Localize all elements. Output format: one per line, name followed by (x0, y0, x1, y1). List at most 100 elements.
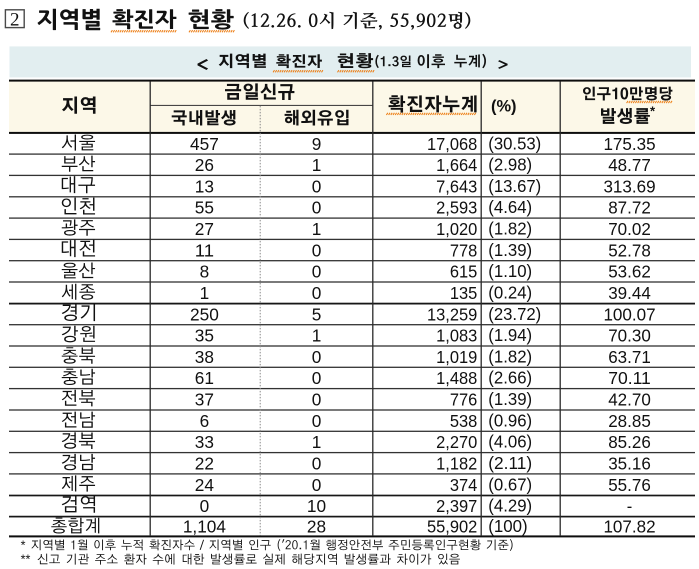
svg-text:(1.82): (1.82) (488, 219, 532, 239)
svg-text:1,664: 1,664 (436, 155, 477, 175)
svg-text:17,068: 17,068 (427, 134, 478, 154)
svg-text:0: 0 (200, 496, 210, 516)
svg-text:135: 135 (450, 283, 478, 303)
svg-text:(2.11): (2.11) (488, 453, 532, 473)
svg-text:(30.53): (30.53) (488, 133, 541, 153)
svg-text:(0.96): (0.96) (488, 410, 532, 430)
svg-text:55: 55 (195, 198, 214, 218)
svg-text:(100): (100) (488, 516, 527, 536)
svg-text:1,083: 1,083 (436, 326, 477, 346)
svg-text:9: 9 (312, 134, 322, 154)
svg-text:(1.10): (1.10) (488, 261, 532, 281)
svg-text:*: * (21, 538, 26, 552)
svg-text:313.69: 313.69 (603, 176, 655, 196)
svg-text:70.30: 70.30 (608, 326, 651, 346)
svg-text:2,397: 2,397 (436, 496, 477, 516)
svg-text:100.07: 100.07 (603, 304, 655, 324)
svg-text:87.72: 87.72 (608, 198, 651, 218)
svg-text:63.71: 63.71 (608, 347, 651, 367)
svg-text:(4.29): (4.29) (488, 496, 532, 516)
svg-text:(13.67): (13.67) (488, 176, 541, 196)
svg-text:24: 24 (195, 475, 214, 495)
svg-text:1,019: 1,019 (436, 347, 477, 367)
svg-text:42.70: 42.70 (608, 390, 651, 410)
svg-text:778: 778 (450, 240, 478, 260)
svg-text:(0.24): (0.24) (488, 283, 532, 303)
svg-text:7,643: 7,643 (436, 176, 477, 196)
svg-text:37: 37 (195, 390, 214, 410)
svg-text:776: 776 (450, 390, 478, 410)
svg-text:250: 250 (190, 304, 219, 324)
svg-text:52.78: 52.78 (608, 240, 651, 260)
svg-text:55.76: 55.76 (608, 475, 651, 495)
svg-text:0: 0 (312, 240, 322, 260)
svg-text:48.77: 48.77 (608, 155, 651, 175)
svg-text:1: 1 (312, 432, 322, 452)
svg-text:107.82: 107.82 (603, 516, 655, 536)
svg-text:*: * (650, 103, 656, 118)
svg-text:2,270: 2,270 (436, 432, 477, 452)
svg-text:374: 374 (450, 475, 478, 495)
svg-text:0: 0 (312, 198, 322, 218)
svg-text:1: 1 (312, 326, 322, 346)
svg-text:175.35: 175.35 (603, 134, 655, 154)
svg-text:(1.39): (1.39) (488, 240, 532, 260)
svg-text:38: 38 (195, 347, 214, 367)
svg-text:0: 0 (312, 347, 322, 367)
svg-text:1,488: 1,488 (436, 368, 477, 388)
svg-text:0: 0 (312, 475, 322, 495)
svg-text:55,902: 55,902 (427, 516, 477, 536)
svg-text:61: 61 (195, 368, 214, 388)
svg-text:(0.67): (0.67) (488, 474, 532, 494)
svg-text:**: ** (21, 553, 31, 567)
svg-text:70.02: 70.02 (608, 219, 651, 239)
svg-text:39.44: 39.44 (608, 283, 651, 303)
svg-text:(4.06): (4.06) (488, 432, 532, 452)
svg-text:457: 457 (190, 134, 219, 154)
svg-text:(23.72): (23.72) (488, 304, 541, 324)
svg-text:10: 10 (307, 496, 326, 516)
svg-text:1,104: 1,104 (183, 516, 226, 536)
svg-text:(2.66): (2.66) (488, 368, 532, 388)
svg-text:1,020: 1,020 (436, 219, 477, 239)
svg-text:2,593: 2,593 (436, 198, 477, 218)
svg-text:(1.39): (1.39) (488, 389, 532, 409)
svg-text:13,259: 13,259 (427, 304, 477, 324)
svg-text:(1.82): (1.82) (488, 346, 532, 366)
svg-text:-: - (627, 496, 633, 516)
svg-text:26: 26 (195, 155, 214, 175)
svg-text:22: 22 (195, 454, 214, 474)
svg-text:85.26: 85.26 (608, 432, 651, 452)
svg-text:0: 0 (312, 262, 322, 282)
svg-text:1,182: 1,182 (436, 454, 477, 474)
svg-text:(1.94): (1.94) (488, 325, 532, 345)
svg-text:6: 6 (200, 411, 210, 431)
svg-text:8: 8 (200, 262, 210, 282)
svg-text:5: 5 (312, 304, 322, 324)
svg-text:70.11: 70.11 (608, 368, 651, 388)
svg-text:0: 0 (312, 176, 322, 196)
svg-text:35.16: 35.16 (608, 454, 651, 474)
svg-text:(2.98): (2.98) (488, 155, 532, 175)
svg-text:(%): (%) (491, 98, 517, 116)
svg-text:53.62: 53.62 (608, 262, 651, 282)
svg-text:(4.64): (4.64) (488, 197, 532, 217)
svg-text:35: 35 (195, 326, 214, 346)
svg-text:1: 1 (312, 155, 322, 175)
svg-text:0: 0 (312, 390, 322, 410)
svg-text:28.85: 28.85 (608, 411, 651, 431)
svg-text:11: 11 (195, 240, 214, 260)
svg-text:0: 0 (312, 368, 322, 388)
svg-text:1: 1 (312, 219, 322, 239)
svg-text:0: 0 (312, 411, 322, 431)
svg-text:28: 28 (307, 516, 326, 536)
svg-text:27: 27 (195, 219, 214, 239)
svg-text:615: 615 (450, 262, 478, 282)
svg-text:33: 33 (195, 432, 214, 452)
svg-text:0: 0 (312, 454, 322, 474)
svg-text:2: 2 (10, 9, 20, 30)
svg-text:1: 1 (200, 283, 210, 303)
svg-text:13: 13 (195, 176, 214, 196)
svg-text:538: 538 (450, 411, 478, 431)
svg-text:0: 0 (312, 283, 322, 303)
